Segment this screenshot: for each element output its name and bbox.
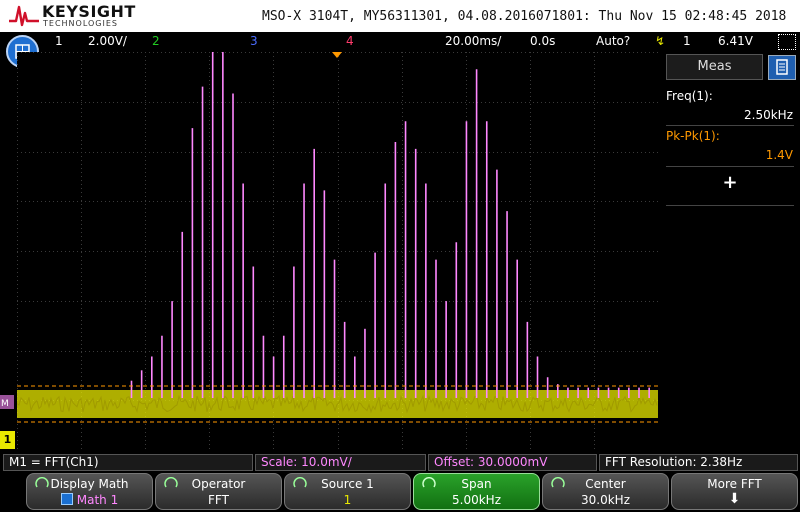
softkey-label: Operator: [191, 477, 246, 491]
brand-name: KEYSIGHT: [42, 2, 136, 21]
divider: [666, 166, 794, 167]
softkey-value: 1: [343, 493, 352, 507]
svg-text:M: M: [1, 399, 9, 409]
ch1-ground-marker[interactable]: 1: [0, 431, 15, 449]
device-info: MSO-X 3104T, MY56311301, 04.08.201607180…: [262, 9, 787, 24]
softkey-label: Display Math: [50, 477, 129, 491]
freq-value: 2.50kHz: [744, 108, 793, 122]
softkey-label: More FFT: [707, 477, 762, 491]
knob-icon: [164, 477, 178, 488]
delay[interactable]: 0.0s: [530, 34, 556, 48]
knob-icon: [293, 477, 307, 488]
arrow-down-icon: ⬇: [728, 491, 741, 507]
trigger-level[interactable]: 6.41V: [718, 34, 753, 48]
divider: [666, 205, 794, 206]
brand-subtitle: TECHNOLOGIES: [43, 19, 118, 28]
math-definition: M1 = FFT(Ch1): [3, 454, 253, 471]
softkey-center[interactable]: Center 30.0kHz: [542, 473, 669, 510]
softkey-operator[interactable]: Operator FFT: [155, 473, 282, 510]
ch4-number[interactable]: 4: [346, 34, 354, 48]
pkpk-value: 1.4V: [765, 148, 793, 162]
divider: [666, 125, 794, 126]
trigger-edge-icon: ↯: [655, 34, 666, 48]
softkey-label: Source 1: [321, 477, 374, 491]
freq-label: Freq(1):: [666, 89, 713, 103]
ch1-noise-trace: [17, 394, 658, 414]
waveform-display[interactable]: [17, 52, 658, 450]
trigger-position-marker[interactable]: [332, 52, 342, 58]
add-measurement-button[interactable]: +: [722, 172, 738, 193]
softkey-value: 30.0kHz: [581, 493, 630, 507]
title-bar: [0, 0, 800, 32]
softkey-source[interactable]: Source 1 1: [284, 473, 411, 510]
meas-tab[interactable]: Meas: [666, 54, 763, 80]
softkey-label: Center: [585, 477, 626, 491]
document-icon[interactable]: [768, 55, 796, 80]
trigger-mode[interactable]: Auto?: [596, 34, 631, 48]
softkey-more-fft[interactable]: More FFT ⬇: [671, 473, 798, 510]
fft-resolution: FFT Resolution: 2.38Hz: [599, 454, 798, 471]
fft-peaks: [130, 52, 650, 398]
knob-icon: [35, 477, 49, 488]
math-offset: Offset: 30.0000mV: [428, 454, 597, 471]
ch1-scale[interactable]: 2.00V/: [88, 34, 127, 48]
softkey-value: Math 1: [76, 493, 119, 507]
softkey-display-math[interactable]: Display Math Math 1: [26, 473, 153, 510]
timebase[interactable]: 20.00ms/: [445, 34, 502, 48]
knob-icon: [422, 477, 436, 488]
keysight-logo-icon: [9, 5, 39, 27]
knob-icon: [551, 477, 565, 488]
softkey-value: 5.00kHz: [452, 493, 501, 507]
ch1-noise-band: [17, 390, 658, 418]
math-scale: Scale: 10.0mV/: [255, 454, 426, 471]
softkey-value-wrap: Math 1: [27, 493, 152, 507]
menu-icon[interactable]: [778, 34, 796, 50]
softkey-span[interactable]: Span 5.00kHz: [413, 473, 540, 510]
ch3-number[interactable]: 3: [250, 34, 258, 48]
pkpk-label: Pk-Pk(1):: [666, 129, 720, 143]
math-ground-marker[interactable]: M: [0, 389, 17, 417]
ch2-number[interactable]: 2: [152, 34, 160, 48]
status-bar: 1 2.00V/ 2 3 4 20.00ms/ 0.0s Auto? ↯ 1 6…: [0, 32, 800, 52]
softkey-label: Span: [461, 477, 492, 491]
checkbox-icon: [60, 493, 73, 505]
trigger-source[interactable]: 1: [683, 34, 691, 48]
ch1-number[interactable]: 1: [55, 34, 63, 48]
measurement-panel: [661, 55, 800, 450]
softkey-value: FFT: [208, 493, 229, 507]
